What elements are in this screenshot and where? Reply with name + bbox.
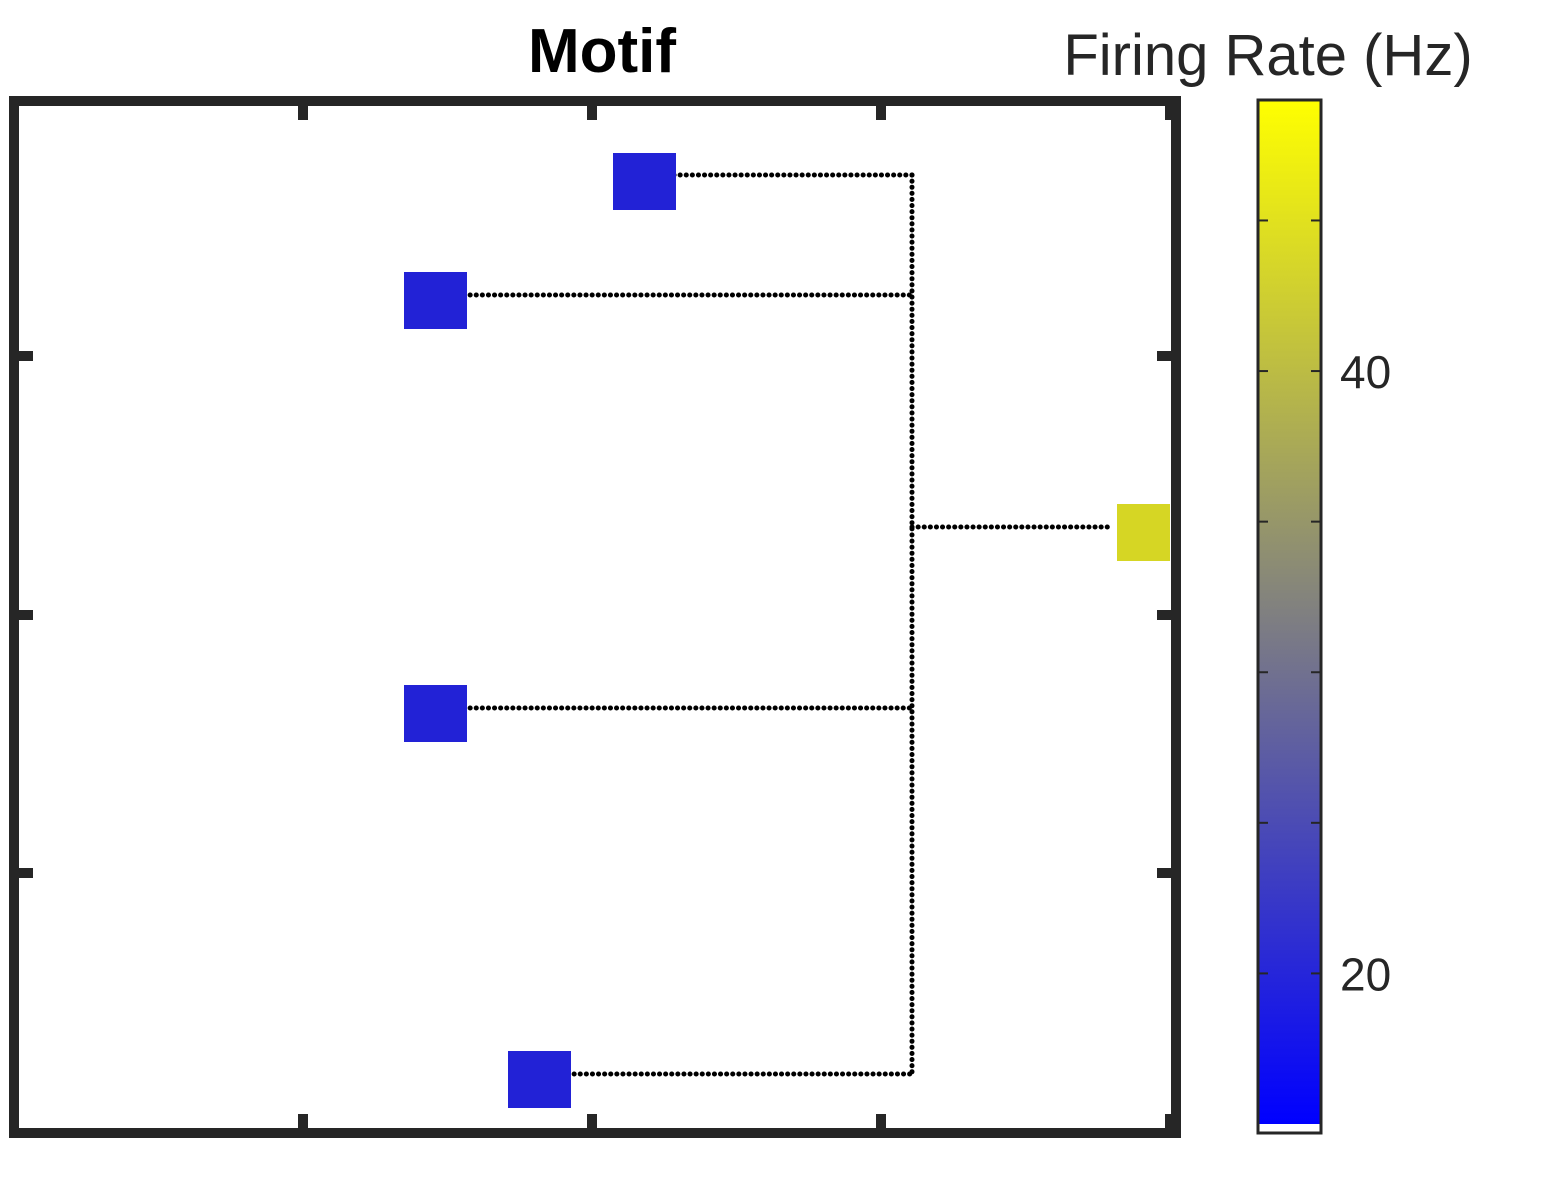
node-4: [508, 1051, 571, 1108]
colorbar-tick-label: 20: [1340, 948, 1391, 1000]
node-2: [404, 272, 467, 329]
node-3: [404, 685, 467, 742]
motif-connectors: [461, 172, 1113, 1077]
axes-ticks: [14, 101, 1176, 1133]
colorbar-ticks: [1258, 219, 1321, 975]
colorbar-frame: [1256, 98, 1323, 1135]
colorbar-gradient: [1258, 100, 1321, 1124]
node-1: [613, 153, 676, 210]
node-5: [1117, 504, 1170, 561]
colorbar-title: Firing Rate (Hz): [1063, 23, 1472, 88]
motif-nodes: [404, 153, 1170, 1108]
colorbar-tick-label: 40: [1340, 346, 1391, 398]
axes-box: [9, 96, 1181, 1138]
plot-title: Motif: [528, 17, 676, 86]
